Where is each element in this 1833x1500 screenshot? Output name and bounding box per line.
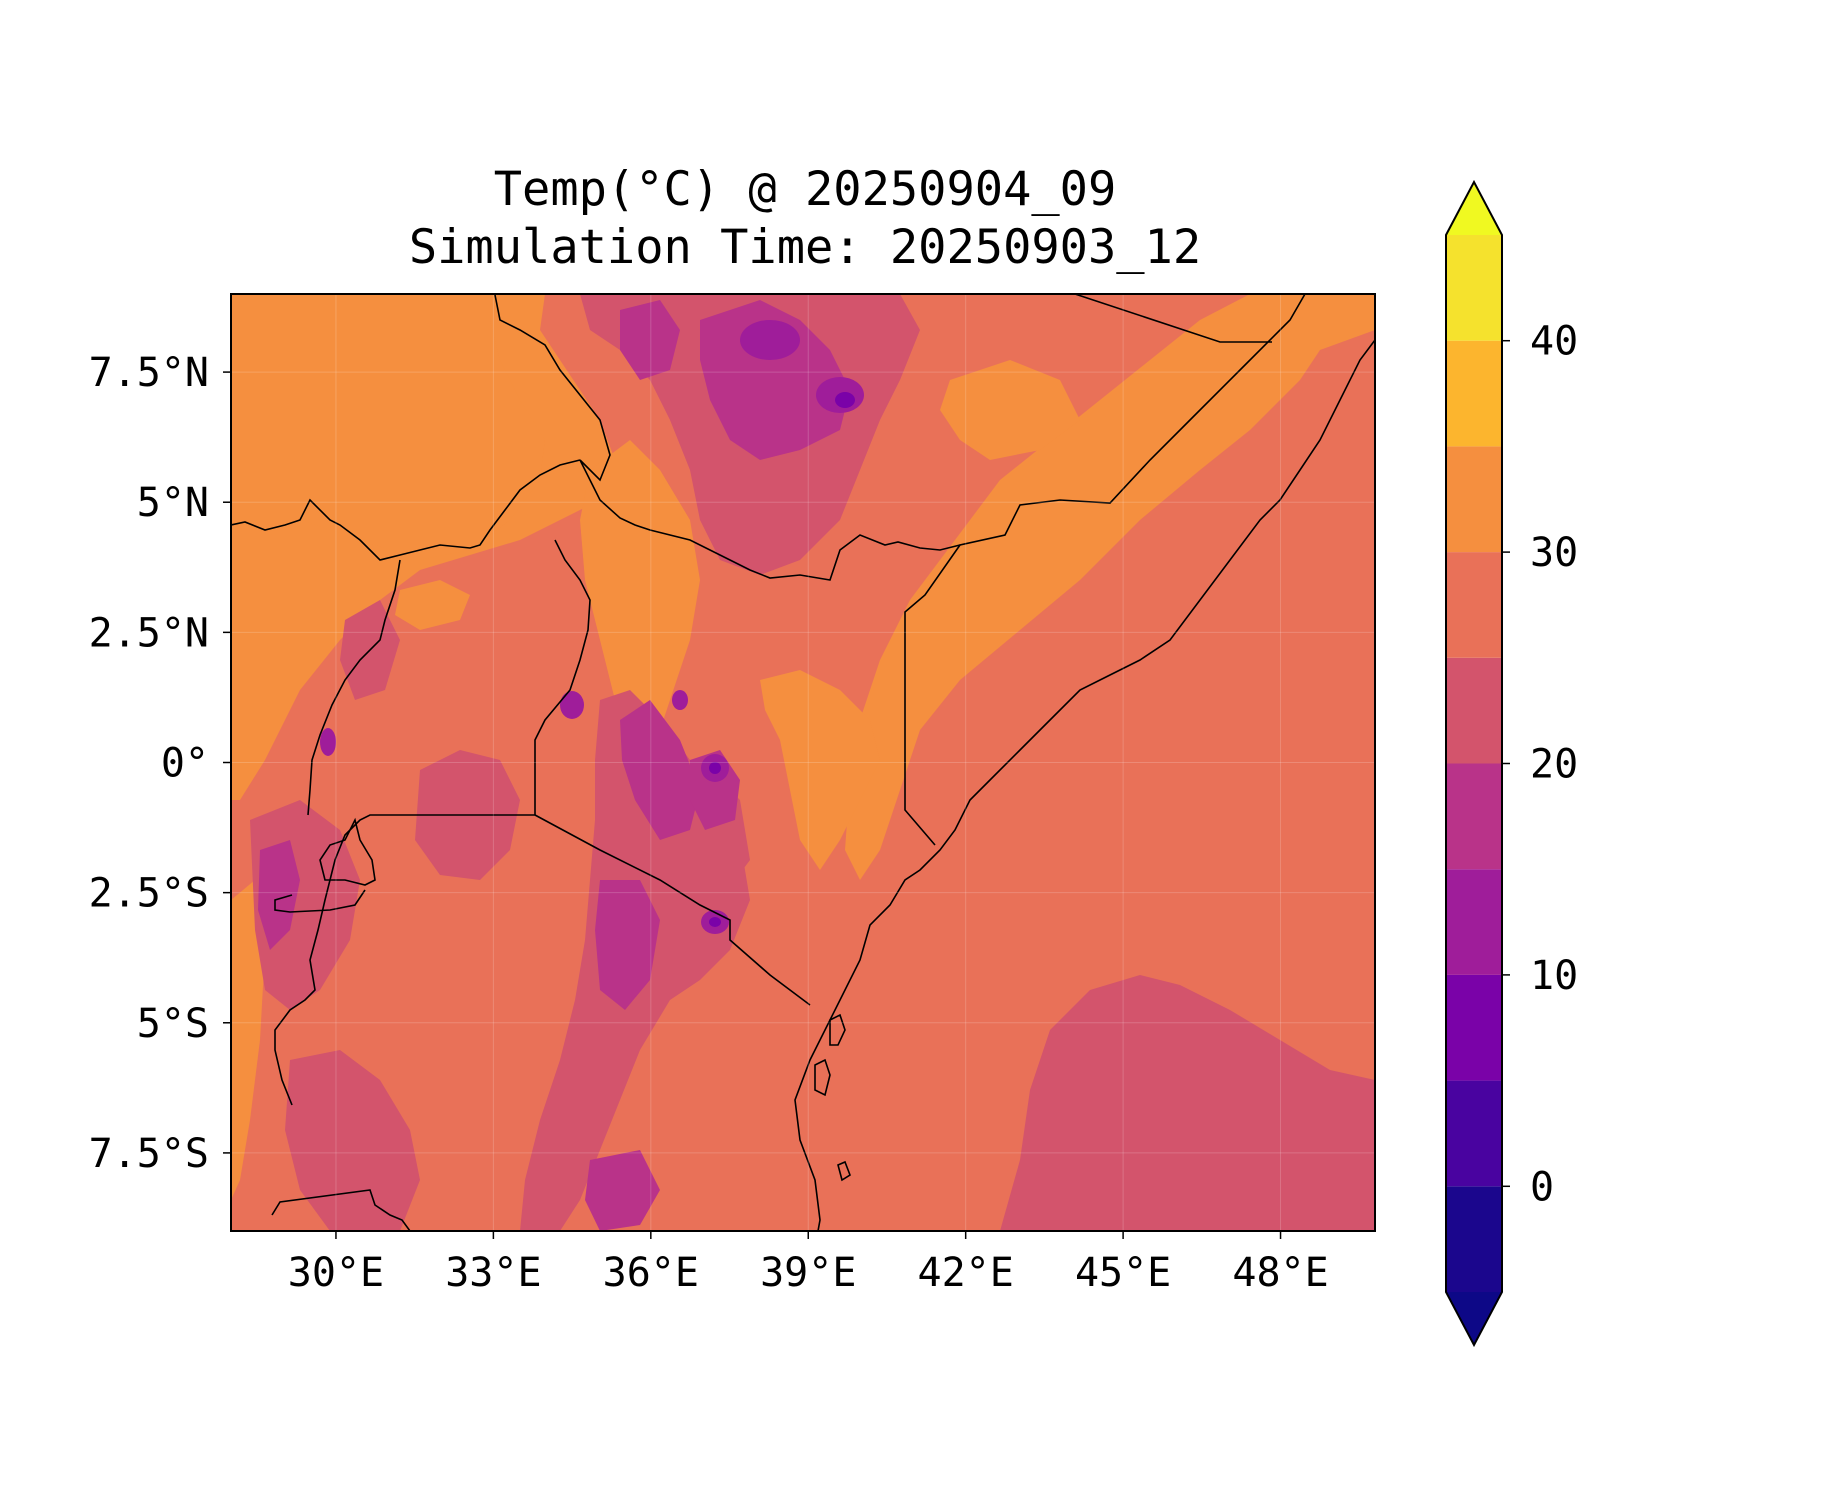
indian-ocean-cool (1000, 975, 1375, 1231)
map-title-line-1: Temp(°C) @ 20250904_09 (493, 162, 1117, 217)
y-axis: 7.5°N 5°N 2.5°N 0° 2.5°S 5°S 7.5°S (89, 350, 231, 1177)
mount-elgon-peak (560, 691, 584, 719)
zanzibar-island (829, 1013, 846, 1046)
uganda-border (274, 539, 591, 1106)
sudan-lowland-warm (231, 294, 545, 560)
colorbar-segment (1446, 869, 1502, 975)
meru-peak (672, 690, 688, 710)
colorbar-tick-label: 10 (1530, 953, 1578, 999)
map-title-line-2: Simulation Time: 20250903_12 (408, 220, 1202, 275)
colorbar-segment (1446, 763, 1502, 870)
x-tick-label: 42°E (918, 1250, 1014, 1296)
map-area (231, 294, 1375, 1231)
southern-highlands-cool (285, 1050, 420, 1231)
west-edge-warm (231, 880, 265, 1200)
colorbar-segment (1446, 974, 1502, 1081)
colorbar-segment (1446, 340, 1502, 447)
colorbar-tick-label: 20 (1530, 742, 1578, 788)
colorbar-min-arrow (1446, 1292, 1502, 1345)
coastline (794, 339, 1375, 1231)
kenya-somalia-border (904, 294, 1306, 846)
y-tick-label: 5°S (137, 1001, 209, 1047)
rwenzori-peak (320, 728, 336, 756)
y-tick-label: 2.5°S (89, 871, 209, 917)
colorbar-segment (1446, 657, 1502, 764)
y-tick-label: 7.5°S (89, 1131, 209, 1177)
kenya-tanzania-border (534, 814, 811, 1006)
somali-warm-region (845, 294, 1375, 880)
south-sudan-border (231, 459, 581, 561)
boundaries (231, 294, 1375, 1231)
x-axis: 30°E 33°E 36°E 39°E 42°E 45°E 48°E (288, 1231, 1329, 1296)
gridlines (231, 294, 1375, 1231)
y-tick-label: 0° (161, 741, 209, 787)
bale-peak-core (835, 392, 855, 408)
warm-zones (231, 294, 1375, 1200)
y-tick-label: 2.5°N (89, 610, 209, 656)
x-tick-label: 48°E (1232, 1250, 1328, 1296)
colorbar-outline (1445, 179, 1503, 1348)
albertine-cold-patch (258, 840, 300, 950)
kilimanjaro-core (709, 917, 721, 927)
colorbar-segment (1446, 1186, 1502, 1292)
kenya-east-warm (760, 670, 880, 870)
ethiopia-south-sudan-border (494, 294, 611, 482)
colorbar-tick-label: 0 (1530, 1164, 1554, 1210)
mafia-island (837, 1160, 851, 1182)
tanzania-cold-strip (595, 880, 660, 1010)
x-tick-label: 39°E (760, 1250, 856, 1296)
ethiopia-east-warm (940, 360, 1080, 460)
turkana-warm-band (580, 440, 700, 800)
mount-kenya-core (709, 762, 721, 774)
y-tick-label: 7.5°N (89, 350, 209, 396)
colorbar-tick-label: 40 (1530, 319, 1578, 365)
rwanda-burundi-border (319, 817, 376, 886)
tanzania-zambia-border (271, 1189, 411, 1231)
colorbar-segment (1446, 552, 1502, 658)
colorbar-tick-label: 30 (1530, 530, 1578, 576)
colorbar-segment (1446, 1080, 1502, 1187)
pemba-island (814, 1058, 831, 1097)
x-tick-label: 45°E (1075, 1250, 1171, 1296)
ethiopia-kenya-border (579, 459, 961, 581)
colorbar-segment (1446, 235, 1502, 341)
colorbar-segment (1446, 446, 1502, 553)
rift-cold-strip (620, 700, 700, 840)
ethiopia-cold-core (700, 300, 850, 460)
uganda-warm-patch (395, 580, 470, 630)
ethiopia-north-cold (620, 300, 680, 380)
colorbar-max-arrow (1446, 182, 1502, 235)
x-tick-label: 30°E (288, 1250, 384, 1296)
uganda-drc-border (307, 559, 401, 816)
x-tick-label: 36°E (603, 1250, 699, 1296)
colorbar: 0 10 20 30 40 (1445, 179, 1578, 1348)
y-tick-label: 5°N (137, 480, 209, 526)
burundi-lake-border (274, 889, 366, 913)
southwest-cold-patch (585, 1150, 660, 1231)
coldest-peaks (320, 320, 864, 934)
x-tick-label: 33°E (445, 1250, 541, 1296)
cold-spots (258, 300, 850, 1231)
ethiopia-somalia-border (1074, 294, 1272, 343)
simien-peak (740, 320, 800, 360)
